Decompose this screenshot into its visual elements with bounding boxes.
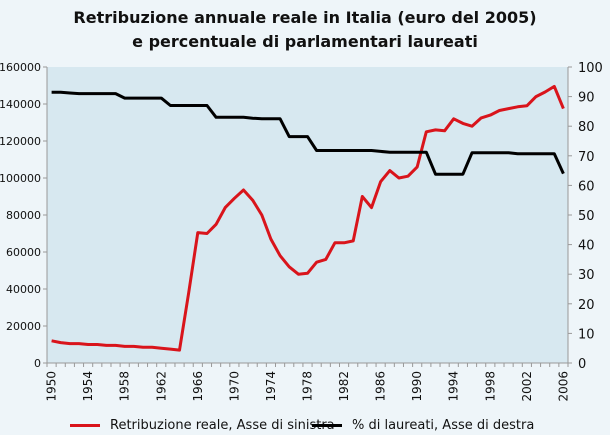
right-tick-label: 30 — [578, 268, 595, 283]
x-tick-label: 1990 — [410, 371, 424, 402]
right-tick-label: 90 — [578, 91, 595, 106]
x-tick-label: 1966 — [191, 371, 205, 402]
right-tick-label: 40 — [578, 239, 595, 254]
chart-subtitle: e percentuale di parlamentari laureati — [132, 32, 478, 51]
left-tick-label: 0 — [34, 357, 41, 370]
right-tick-label: 80 — [578, 120, 595, 135]
x-tick-label: 1974 — [264, 371, 278, 402]
right-tick-label: 60 — [578, 179, 595, 194]
x-tick-label: 2006 — [556, 371, 570, 402]
legend-swatch-red — [70, 424, 100, 427]
right-tick-label: 0 — [578, 357, 586, 372]
left-tick-label: 100000 — [0, 172, 41, 185]
left-tick-label: 60000 — [6, 246, 41, 259]
right-tick-label: 50 — [578, 209, 595, 224]
x-tick-label: 2002 — [520, 371, 534, 402]
left-tick-label: 20000 — [6, 320, 41, 333]
x-tick-label: 1994 — [447, 371, 461, 402]
left-tick-label: 40000 — [6, 283, 41, 296]
legend-label: Retribuzione reale, Asse di sinistra — [110, 418, 335, 433]
x-tick-label: 1970 — [227, 371, 241, 402]
x-tick-label: 1998 — [483, 371, 497, 402]
right-tick-label: 70 — [578, 150, 595, 165]
right-tick-label: 20 — [578, 298, 595, 313]
legend-item-red: Retribuzione reale, Asse di sinistra — [70, 418, 335, 433]
plot-area — [47, 67, 568, 363]
legend-swatch-black — [312, 424, 342, 427]
x-tick-label: 1958 — [118, 371, 132, 402]
left-tick-label: 80000 — [6, 209, 41, 222]
left-tick-label: 120000 — [0, 135, 41, 148]
right-tick-label: 10 — [578, 327, 595, 342]
x-tick-label: 1950 — [45, 371, 59, 402]
series-line-1 — [51, 90, 565, 176]
chart-title: Retribuzione annuale reale in Italia (eu… — [73, 8, 537, 27]
legend-item-black: % di laureati, Asse di destra — [312, 418, 534, 433]
legend-label: % di laureati, Asse di destra — [352, 418, 535, 433]
left-tick-label: 160000 — [0, 61, 41, 74]
series-line-0 — [51, 84, 565, 352]
x-tick-label: 1954 — [81, 371, 95, 402]
x-tick-label: 1982 — [337, 371, 351, 402]
x-tick-label: 1986 — [374, 371, 388, 402]
x-tick-label: 1962 — [154, 371, 168, 402]
x-tick-label: 1978 — [301, 371, 315, 402]
left-tick-label: 140000 — [0, 98, 41, 111]
right-tick-label: 100 — [578, 61, 603, 76]
